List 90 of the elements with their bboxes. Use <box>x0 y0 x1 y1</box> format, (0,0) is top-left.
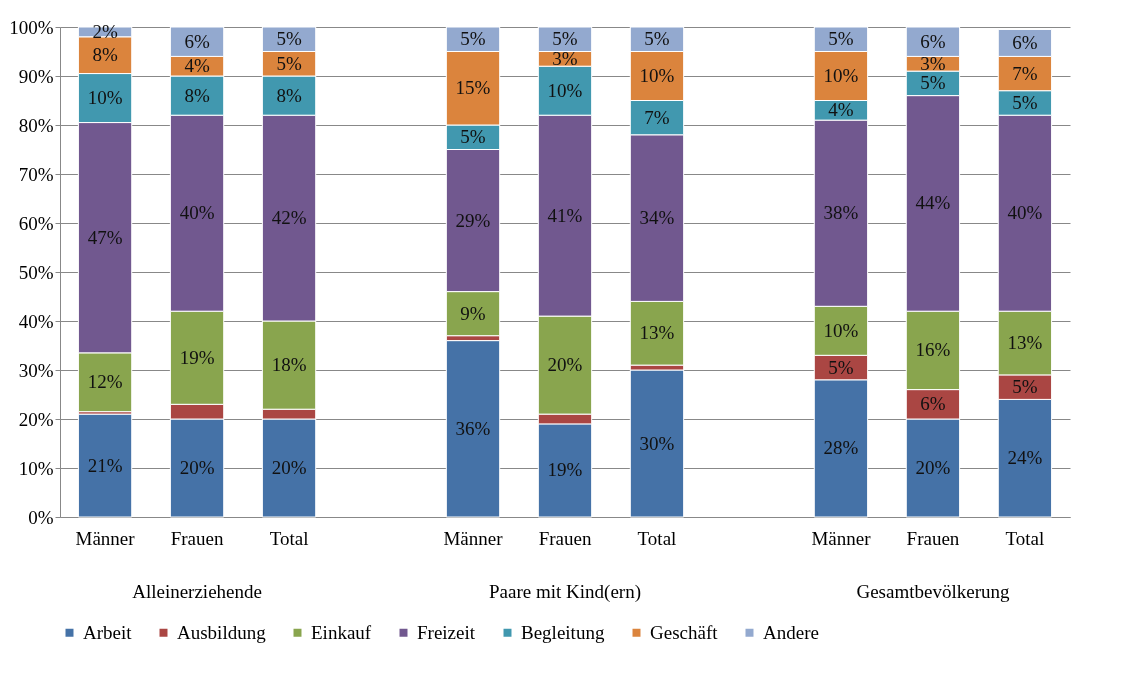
data-label: 10% <box>823 65 859 86</box>
data-label: 28% <box>823 437 859 459</box>
data-label: 5% <box>1012 91 1038 113</box>
data-label: 5% <box>1012 376 1038 398</box>
y-tick-label: 30% <box>18 359 54 381</box>
data-label: 5% <box>276 28 302 50</box>
legend-label: Begleitung <box>521 621 605 643</box>
data-label: 3% <box>920 52 946 74</box>
data-label: 24% <box>1007 447 1043 469</box>
x-tick-label: Total <box>1005 527 1045 549</box>
x-tick-label: Total <box>637 527 677 549</box>
data-label: 5% <box>460 28 486 50</box>
y-tick-label: 60% <box>18 212 54 234</box>
x-tick-label: Männer <box>75 527 136 549</box>
data-label: 5% <box>828 356 854 378</box>
data-label: 10% <box>547 79 583 101</box>
x-tick-label: Frauen <box>538 527 592 549</box>
data-label: 16% <box>915 339 951 361</box>
data-label: 42% <box>271 207 307 229</box>
data-label: 40% <box>179 202 215 224</box>
data-label: 4% <box>828 99 854 121</box>
x-tick-label: Total <box>269 527 309 549</box>
text: Paare mit Kind(ern) <box>489 581 641 603</box>
data-label: 5% <box>276 52 302 74</box>
data-label: 5% <box>460 126 486 148</box>
data-label: 40% <box>1007 202 1043 224</box>
x-tick-label: Frauen <box>170 527 224 549</box>
data-label: 2% <box>92 20 118 42</box>
text: Alleinerziehende <box>132 581 262 602</box>
legend-label: Geschäft <box>650 621 719 643</box>
y-tick-label: 40% <box>18 310 54 332</box>
data-label: 20% <box>179 457 215 478</box>
y-tick-label: 20% <box>18 408 54 430</box>
x-tick-label: Männer <box>443 527 504 549</box>
data-label: 41% <box>547 204 583 226</box>
data-label: 10% <box>87 87 123 109</box>
data-label: 7% <box>644 106 670 128</box>
data-label: 29% <box>455 209 491 231</box>
y-tick-label: 50% <box>18 261 54 283</box>
legend-label: Arbeit <box>83 621 133 643</box>
data-label: 13% <box>1007 332 1043 354</box>
y-tick-label: 10% <box>18 457 54 479</box>
data-label: 20% <box>915 457 951 478</box>
data-label: 5% <box>828 28 854 50</box>
data-label: 13% <box>639 322 675 344</box>
text: Gesamtbevölkerung <box>856 581 1010 602</box>
data-label: 38% <box>823 202 859 224</box>
data-label: 5% <box>920 72 946 94</box>
data-label: 7% <box>1012 62 1038 84</box>
data-label: 5% <box>644 28 670 50</box>
data-label: 10% <box>823 319 859 341</box>
data-label: 34% <box>639 207 675 229</box>
legend-label: Freizeit <box>417 621 476 643</box>
x-tick-label: Männer <box>811 527 872 549</box>
data-label: 47% <box>87 226 123 248</box>
data-label: 8% <box>92 44 118 66</box>
data-label: 4% <box>184 55 210 77</box>
data-label: 6% <box>920 30 946 52</box>
y-tick-label: 80% <box>18 114 54 136</box>
data-label: 12% <box>87 371 123 393</box>
data-label: 19% <box>547 459 583 481</box>
x-tick-label: Frauen <box>906 527 960 549</box>
bar <box>629 369 685 518</box>
y-tick-label: 70% <box>18 163 54 185</box>
data-label: 5% <box>552 28 578 50</box>
bar <box>77 413 133 518</box>
data-label: 19% <box>179 346 215 368</box>
data-label: 36% <box>455 417 491 439</box>
data-label: 15% <box>455 77 491 99</box>
data-label: 44% <box>915 192 951 214</box>
bar <box>445 340 501 518</box>
legend-label: Andere <box>763 621 819 643</box>
data-label: 8% <box>184 84 210 106</box>
data-label: 18% <box>271 354 307 376</box>
legend-label: Einkauf <box>311 621 372 643</box>
data-label: 6% <box>1012 31 1038 53</box>
data-label: 3% <box>552 47 578 69</box>
data-label: 20% <box>271 457 307 478</box>
data-label: 30% <box>639 432 675 454</box>
y-tick-label: 90% <box>18 65 54 87</box>
legend-label: Ausbildung <box>177 621 267 643</box>
data-label: 10% <box>639 65 675 86</box>
data-label: 6% <box>920 393 946 415</box>
data-label: 21% <box>87 454 123 476</box>
data-label: 6% <box>184 30 210 52</box>
y-tick-label: 0% <box>28 506 54 528</box>
data-label: 8% <box>276 84 302 106</box>
data-label: 20% <box>547 354 583 376</box>
data-label: 9% <box>460 302 486 324</box>
y-tick-label: 100% <box>9 16 54 38</box>
